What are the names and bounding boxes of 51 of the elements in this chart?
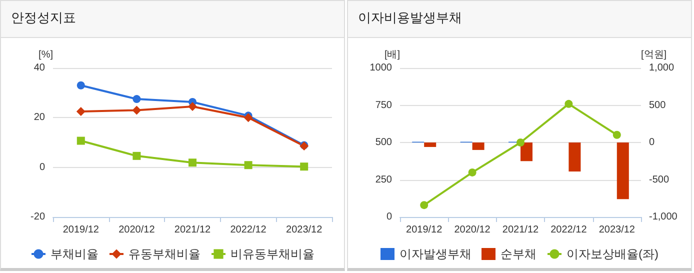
y-tick-label: 0 (386, 212, 392, 222)
x-tick-label: 2022/12 (550, 224, 588, 236)
y-tick-label: 40 (34, 62, 46, 74)
legend-label: 비유동부채비율 (230, 247, 314, 261)
point (76, 136, 85, 145)
y-tick-label: 500 (375, 137, 392, 148)
x-tick-label: 2021/12 (502, 224, 540, 236)
x-tick-label: 2021/12 (174, 224, 212, 236)
point (564, 100, 573, 108)
legend-label: 순부채 (500, 247, 537, 261)
x-tick-label: 2020/12 (454, 224, 491, 236)
y2-tick-label: -500 (649, 174, 670, 186)
y-axis-title: [배] (384, 50, 400, 60)
point (516, 138, 524, 146)
point (188, 158, 196, 167)
point (612, 130, 621, 139)
y-tick-label: 250 (375, 174, 392, 186)
y2-axis-title: [억원] (641, 50, 667, 60)
y-tick-label: 750 (375, 100, 392, 111)
x-tick-label: 2019/12 (62, 224, 100, 236)
point (76, 106, 86, 116)
point (188, 102, 197, 111)
x-tick-label: 2019/12 (406, 224, 443, 236)
legend-label: 부채비율 (50, 247, 98, 261)
y-tick-label: -20 (30, 212, 46, 222)
legend-label: 유동부채비율 (128, 247, 200, 261)
point (244, 161, 252, 170)
point (132, 152, 141, 160)
legend-label: 이자보상배율(좌) (566, 247, 659, 261)
y-tick-label: 20 (34, 112, 46, 124)
y2-tick-label: -1,000 (649, 212, 678, 222)
x-tick-label: 2023/12 (286, 224, 323, 236)
legend-label: 이자발생부채 (400, 247, 472, 261)
y-tick-label: 0 (39, 162, 46, 173)
point (468, 168, 476, 176)
point (300, 162, 308, 171)
y-axis-title: [%] (38, 50, 54, 60)
point (132, 106, 142, 115)
y2-tick-label: 0 (649, 137, 655, 148)
point (76, 81, 85, 90)
chart-title: 안정성지표 (1, 1, 344, 38)
x-tick-label: 2023/12 (598, 224, 636, 236)
point (132, 95, 141, 104)
y2-tick-label: 1,000 (649, 62, 674, 74)
chart-title: 이자비용발생부채 (348, 1, 691, 38)
point (420, 201, 428, 210)
x-tick-label: 2022/12 (230, 224, 267, 236)
x-tick-label: 2020/12 (118, 224, 156, 236)
point (244, 113, 253, 122)
y-tick-label: 1000 (370, 62, 392, 74)
y2-tick-label: 500 (649, 100, 666, 111)
